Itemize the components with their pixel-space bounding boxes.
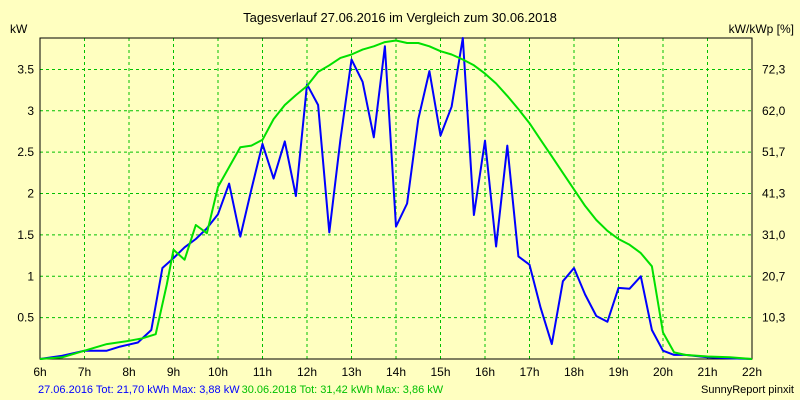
y-tick-label-right: 72,3 [762,62,786,76]
y-tick-labels-left: 0.5 1 1.5 2 2.5 3 3.5 [17,62,34,324]
x-tick-label: 9h [167,365,180,379]
y-tick-labels-right: 10,3 20,7 31,0 41,3 51,7 62,0 72,3 [762,62,786,324]
y-tick-label-left: 1.5 [17,228,34,242]
x-tick-label: 16h [475,365,495,379]
x-tick-label: 6h [33,365,46,379]
series-lines [39,37,753,360]
x-tick-label: 22h [742,365,762,379]
footer-series-blue: 27.06.2016 Tot: 21,70 kWh Max: 3,88 kW [38,384,240,396]
x-tick-label: 21h [697,365,717,379]
chart-title: Tagesverlauf 27.06.2016 im Vergleich zum… [243,10,557,25]
y-tick-label-left: 3 [27,104,34,118]
plot-frame [39,37,753,360]
x-tick-label: 14h [386,365,406,379]
footer-credit: SunnyReport pinxit [701,384,794,396]
y-tick-label-right: 10,3 [762,311,786,325]
x-tick-label: 8h [122,365,135,379]
x-tick-label: 20h [653,365,673,379]
y-axis-right-label: kW/kWp [%] [729,22,794,36]
x-tick-label: 15h [430,365,450,379]
y-tick-label-left: 3.5 [17,62,34,76]
gridlines [40,38,752,359]
y-tick-label-right: 41,3 [762,187,786,201]
x-tick-label: 10h [208,365,228,379]
y-tick-label-left: 2.5 [17,145,34,159]
y-tick-label-right: 31,0 [762,228,786,242]
series-line-green [39,39,753,360]
footer-series-green: 30.06.2018 Tot: 31,42 kWh Max: 3,86 kW [242,384,444,396]
y-tick-label-left: 1 [27,269,34,283]
x-tick-label: 12h [297,365,317,379]
y-tick-label-left: 2 [27,187,34,201]
x-tick-label: 13h [341,365,361,379]
x-tick-label: 19h [608,365,628,379]
y-tick-label-right: 20,7 [762,269,786,283]
x-tick-label: 18h [564,365,584,379]
footer-legend: 27.06.2016 Tot: 21,70 kWh Max: 3,88 kW 30… [38,384,444,396]
y-tick-label-right: 51,7 [762,145,786,159]
x-tick-label: 11h [253,365,272,379]
y-tick-label-left: 0.5 [17,311,34,325]
x-tick-labels: 6h 7h 8h 9h 10h 11h 12h 13h 14h 15h 16h 17h 18h 19h 20… [33,365,762,379]
y-axis-left-label: kW [10,22,28,36]
x-tick-label: 7h [78,365,91,379]
y-tick-label-right: 62,0 [762,104,786,118]
x-tick-label: 17h [519,365,539,379]
